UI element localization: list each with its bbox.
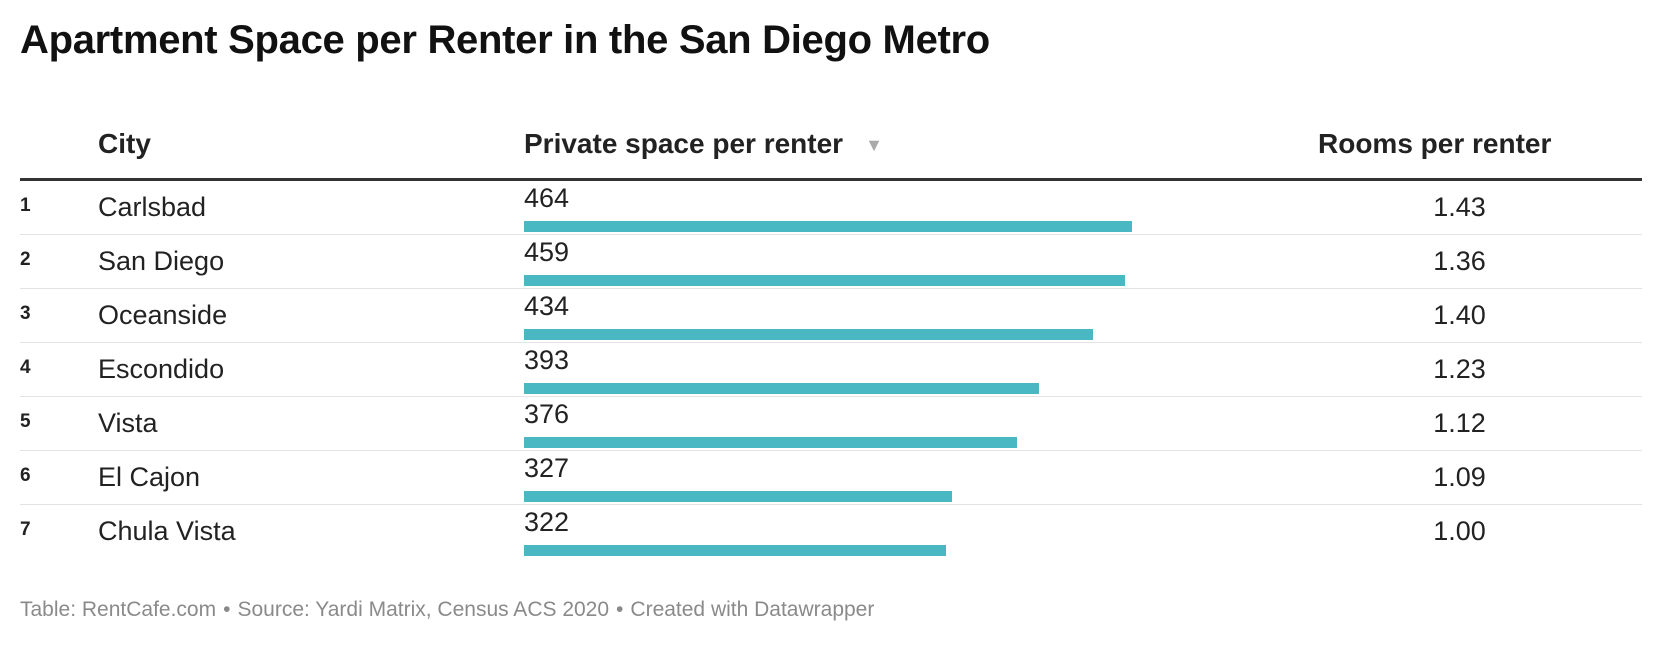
row-city: Oceanside: [98, 300, 228, 330]
footer-created-with[interactable]: Created with Datawrapper: [630, 598, 875, 621]
chart-title: Apartment Space per Renter in the San Di…: [20, 18, 990, 62]
column-header-rooms[interactable]: Rooms per renter: [1318, 128, 1552, 159]
row-rooms-value: 1.43: [1433, 192, 1486, 222]
table-header: City Private space per renter ▼ Rooms per…: [20, 120, 1642, 181]
row-space-bar: [524, 383, 1039, 394]
row-space-value: 464: [524, 183, 570, 213]
row-rooms-value: 1.12: [1433, 408, 1486, 438]
row-space-bar: [524, 491, 952, 502]
row-space-value: 327: [524, 453, 570, 483]
table-body: 1 Carlsbad 464 1.43 2 San Diego 459 1.36 3 Oceans…: [20, 181, 1642, 558]
table-row: 6 El Cajon 327 1.09: [20, 451, 1642, 505]
row-space-value: 434: [524, 291, 570, 321]
row-rooms-value: 1.23: [1433, 354, 1486, 384]
footer-credits: Table: RentCafe.com • Source: Yardi Matrix…: [20, 598, 874, 622]
row-space-bar: [524, 437, 1017, 448]
table-row: 2 San Diego 459 1.36: [20, 235, 1642, 289]
table-row: 1 Carlsbad 464 1.43: [20, 181, 1642, 235]
column-header-private-space[interactable]: Private space per renter ▼: [524, 128, 883, 160]
row-city: San Diego: [98, 246, 225, 276]
table-row: 5 Vista 376 1.12: [20, 397, 1642, 451]
footer-separator: •: [616, 598, 624, 621]
column-header-private-space-label: Private space per renter: [524, 128, 844, 159]
row-city: El Cajon: [98, 462, 201, 492]
row-rank: 3: [20, 303, 31, 324]
row-rank: 1: [20, 195, 31, 216]
footer-source: Source: Yardi Matrix, Census ACS 2020: [237, 598, 610, 621]
row-rank: 7: [20, 519, 31, 540]
row-space-bar: [524, 329, 1093, 340]
footer-table-credit: Table: RentCafe.com: [20, 598, 217, 621]
row-rooms-value: 1.09: [1433, 462, 1486, 492]
row-space-bar: [524, 275, 1125, 286]
table-row: 3 Oceanside 434 1.40: [20, 289, 1642, 343]
table-row: 7 Chula Vista 322 1.00: [20, 505, 1642, 558]
sort-descending-icon[interactable]: ▼: [865, 135, 883, 155]
row-rooms-value: 1.40: [1433, 300, 1486, 330]
row-city: Vista: [98, 408, 158, 438]
row-rooms-value: 1.36: [1433, 246, 1486, 276]
table-row: 4 Escondido 393 1.23: [20, 343, 1642, 397]
row-space-bar: [524, 545, 946, 556]
row-space-value: 322: [524, 507, 570, 537]
row-rank: 6: [20, 465, 31, 486]
row-city: Chula Vista: [98, 516, 236, 546]
row-space-value: 459: [524, 237, 570, 267]
row-rank: 4: [20, 357, 31, 378]
row-rank: 5: [20, 411, 31, 432]
row-space-value: 376: [524, 399, 570, 429]
column-header-city[interactable]: City: [98, 128, 151, 159]
row-space-bar: [524, 221, 1132, 232]
row-rank: 2: [20, 249, 31, 270]
row-city: Carlsbad: [98, 192, 207, 222]
row-space-value: 393: [524, 345, 570, 375]
row-rooms-value: 1.00: [1433, 516, 1486, 546]
row-city: Escondido: [98, 354, 225, 384]
footer-separator: •: [223, 598, 231, 621]
